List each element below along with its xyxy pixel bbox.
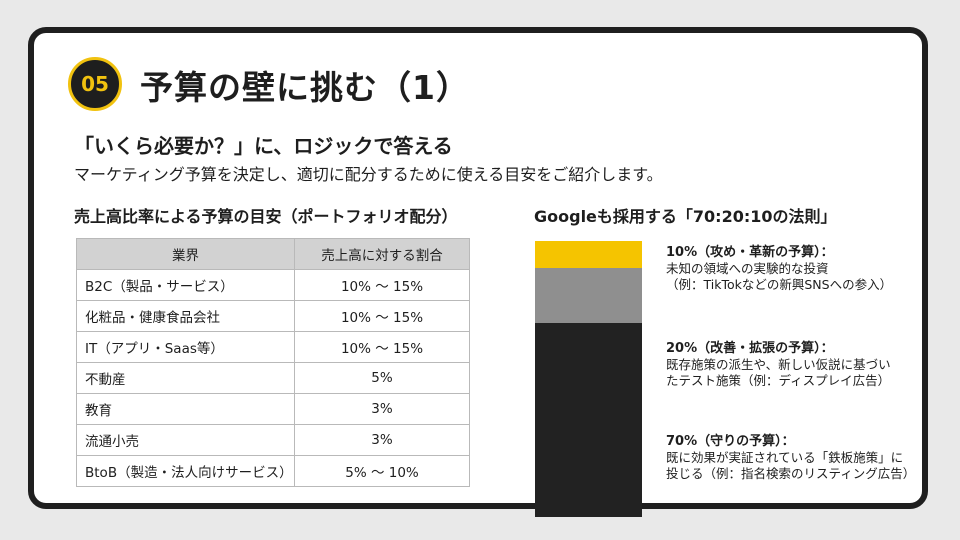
- sales-ratio-section-title: 売上高比率による予算の目安（ポートフォリオ配分）: [74, 207, 458, 226]
- rule-70-percent: 70%（守りの予算）： 既に効果が実証されている「鉄板施策」に 投じる（例：指名…: [666, 434, 941, 482]
- ratio-cell: 3%: [294, 424, 470, 456]
- budget-allocation-bar: [535, 241, 642, 517]
- table-row: 教育 3%: [76, 393, 470, 425]
- rule-10-heading: 10%（攻め・革新の予算）：: [666, 245, 834, 260]
- industry-cell: 流通小売: [76, 424, 295, 456]
- ratio-cell: 10% ～ 15%: [294, 300, 470, 332]
- ratio-cell: 3%: [294, 393, 470, 425]
- industry-cell: IT（アプリ・Saas等）: [76, 331, 295, 363]
- sales-ratio-table: 業界 売上高に対する割合 B2C（製品・サービス） 10% ～ 15% 化粧品・…: [76, 238, 470, 487]
- industry-cell: B2C（製品・サービス）: [76, 269, 295, 301]
- table-row: 流通小売 3%: [76, 424, 470, 456]
- slide-card: 05 予算の壁に挑む（1） 「いくら必要か？」に、ロジックで答える マーケティン…: [28, 27, 928, 517]
- table-row: 化粧品・健康食品会社 10% ～ 15%: [76, 300, 470, 332]
- bar-segment-core-70: [535, 323, 642, 517]
- rule-70-line-2: 投じる（例：指名検索のリスティング広告）: [666, 466, 916, 481]
- slide-title: 予算の壁に挑む（1）: [140, 68, 470, 107]
- rule-20-line-2: たテスト施策（例：ディスプレイ広告）: [666, 373, 891, 388]
- ratio-cell: 10% ～ 15%: [294, 331, 470, 363]
- slide-subtitle: 「いくら必要か？」に、ロジックで答える: [74, 134, 453, 158]
- table-row: 不動産 5%: [76, 362, 470, 394]
- rule-10-line-1: 未知の領域への実験的な投資: [666, 261, 829, 276]
- table-header-row: 業界 売上高に対する割合: [76, 238, 470, 270]
- rule-20-percent: 20%（改善・拡張の予算）： 既存施策の派生や、新しい仮説に基づい たテスト施策…: [666, 341, 941, 389]
- rule-70-heading: 70%（守りの予算）：: [666, 434, 795, 449]
- slide-lead-text: マーケティング予算を決定し、適切に配分するために使える目安をご紹介します。: [74, 165, 663, 184]
- table-row: B2C（製品・サービス） 10% ～ 15%: [76, 269, 470, 301]
- industry-cell: BtoB（製造・法人向けサービス）: [76, 455, 295, 487]
- industry-cell: 化粧品・健康食品会社: [76, 300, 295, 332]
- table-row: BtoB（製造・法人向けサービス） 5% ～ 10%: [76, 455, 470, 487]
- rule-20-heading: 20%（改善・拡張の予算）：: [666, 341, 834, 356]
- ratio-cell: 5%: [294, 362, 470, 394]
- rule-20-line-1: 既存施策の派生や、新しい仮説に基づい: [666, 357, 891, 372]
- rule-10-percent: 10%（攻め・革新の予算）： 未知の領域への実験的な投資 （例：TikTokなど…: [666, 245, 941, 293]
- table-row: IT（アプリ・Saas等） 10% ～ 15%: [76, 331, 470, 363]
- table-header-ratio: 売上高に対する割合: [294, 238, 470, 270]
- bar-segment-improvement-20: [535, 268, 642, 323]
- industry-cell: 教育: [76, 393, 295, 425]
- rule-70-line-1: 既に効果が実証されている「鉄板施策」に: [666, 450, 904, 465]
- ratio-cell: 10% ～ 15%: [294, 269, 470, 301]
- industry-cell: 不動産: [76, 362, 295, 394]
- slide-number-badge: 05: [68, 57, 122, 111]
- bar-segment-innovation-10: [535, 241, 642, 268]
- table-header-industry: 業界: [76, 238, 295, 270]
- ratio-cell: 5% ～ 10%: [294, 455, 470, 487]
- rule-10-line-2: （例：TikTokなどの新興SNSへの参入）: [666, 277, 893, 292]
- rule-section-title: Googleも採用する「70:20:10の法則」: [534, 207, 837, 226]
